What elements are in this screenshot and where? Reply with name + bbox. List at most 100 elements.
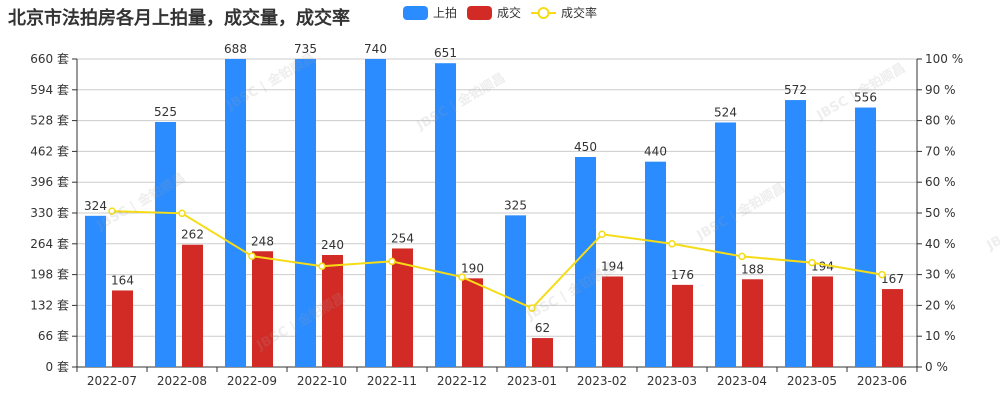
rate-point [528,304,536,312]
legend-item-sold[interactable]: 成交 [467,4,521,21]
data-label: 572 [784,83,807,97]
y-right-tick-label: 80 % [925,114,956,128]
bar-listed [365,59,386,367]
y-left-tick-label: 462 套 [30,144,69,158]
bar-sold [742,279,763,367]
chart-title: 北京市法拍房各月上拍量，成交量，成交率 [8,8,350,29]
data-label: 188 [741,262,764,276]
bar-listed [505,215,526,367]
data-label: 525 [154,105,177,119]
legend: 上拍 成交 成交率 [403,4,597,21]
bar-sold [602,276,623,367]
rate-point [248,252,256,260]
data-label: 248 [251,234,274,248]
bar-listed [295,59,316,367]
bar-listed [785,100,806,368]
bar-listed [855,107,876,368]
x-tick-label: 2023-02 [577,374,627,388]
x-tick-label: 2023-04 [717,374,767,388]
bar-listed [715,122,736,367]
data-label: 62 [535,321,550,335]
bar-listed [155,122,176,367]
x-tick-label: 2022-11 [367,374,417,388]
y-left-tick-label: 264 套 [30,237,69,251]
data-label: 190 [461,261,484,275]
rate-point [738,252,746,261]
data-label: 556 [854,91,877,105]
y-right-tick-label: 0 % [925,360,948,374]
data-label: 164 [111,273,134,287]
bar-listed [575,157,596,367]
x-tick-label: 2023-01 [507,374,557,388]
data-label: 324 [84,199,107,213]
y-left-tick-label: 330 套 [30,206,69,220]
y-right-tick-label: 70 % [925,144,956,158]
y-left-tick-label: 396 套 [30,175,69,189]
rate-point [808,258,816,267]
y-right-tick-label: 100 % [925,52,963,66]
legend-item-listed[interactable]: 上拍 [403,4,457,21]
data-label: 688 [224,42,247,56]
x-tick-label: 2022-09 [227,374,277,388]
data-label: 325 [504,198,527,212]
data-label: 194 [601,259,624,273]
x-tick-label: 2023-03 [647,374,697,388]
rate-line [111,210,883,310]
y-right-tick-label: 90 % [925,83,956,97]
y-right-tick-label: 50 % [925,206,956,220]
watermark: JBSC | 金铂顺昌 [693,180,788,244]
y-left-tick-label: 66 套 [38,329,69,343]
y-right-tick-label: 10 % [925,329,956,343]
y-left-tick-label: 660 套 [30,52,69,66]
y-left-tick-label: 594 套 [30,83,69,97]
y-left-tick-label: 528 套 [30,114,69,128]
data-label: 450 [574,140,597,154]
rate-point [178,209,186,218]
legend-label: 上拍 [433,6,458,20]
x-tick-label: 2022-12 [437,374,487,388]
rate-point [668,240,676,248]
x-tick-label: 2023-06 [857,374,907,388]
watermark: JBSC | 金铂顺昌 [413,70,508,134]
x-tick-label: 2022-10 [297,374,347,388]
x-tick-label: 2022-07 [87,374,137,388]
y-left-tick-label: 0 套 [46,360,69,374]
legend-swatch [467,5,493,20]
bar-sold [322,255,343,367]
data-label: 176 [671,268,694,282]
data-label: 651 [434,46,457,60]
rate-point [598,230,606,239]
watermark: JBSC | 金铂顺昌 [983,190,1000,254]
data-label: 240 [321,238,344,252]
bar-sold [532,338,553,367]
y-right-tick-label: 40 % [925,237,956,251]
legend-item-rate[interactable]: 成交率 [531,4,597,21]
bar-sold [182,244,203,367]
bar-sold [812,276,833,367]
data-label: 524 [714,105,737,119]
bar-sold [392,248,413,367]
rate-point [458,273,466,281]
y-left-tick-label: 132 套 [30,298,69,312]
legend-line-icon [531,6,557,19]
rate-point [878,270,886,279]
legend-label: 成交 [497,6,522,20]
bar-sold [252,251,273,367]
bar-sold [462,278,483,367]
data-label: 735 [294,42,317,56]
bar-listed [645,161,666,367]
bar-listed [435,63,456,367]
rate-point [108,207,116,215]
y-left-tick-label: 198 套 [30,268,69,282]
data-label: 262 [181,228,204,242]
legend-label: 成交率 [561,6,598,20]
bar-listed [85,215,106,367]
data-label: 167 [881,272,904,286]
x-tick-label: 2022-08 [157,374,207,388]
y-right-tick-label: 60 % [925,175,956,189]
y-right-tick-label: 20 % [925,298,956,312]
bar-sold [882,289,903,367]
bar-listed [225,59,246,367]
